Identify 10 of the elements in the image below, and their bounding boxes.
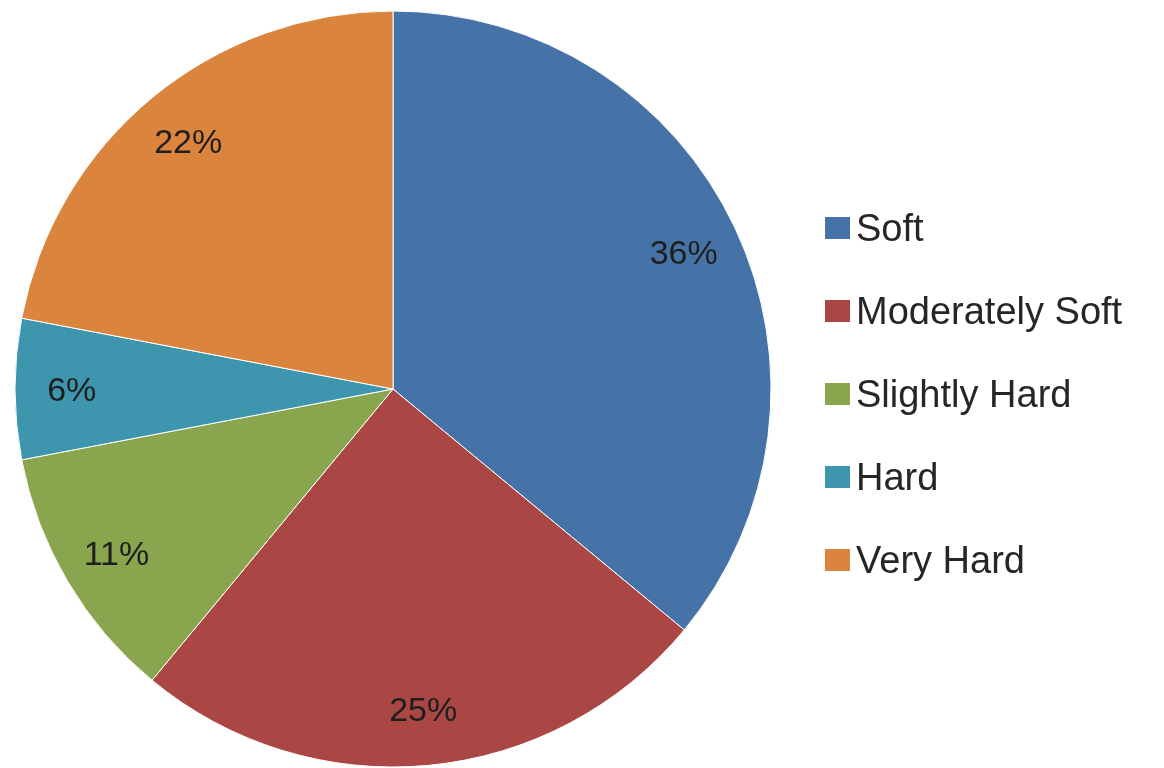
legend-label: Slightly Hard bbox=[856, 373, 1072, 415]
data-label: 36% bbox=[649, 233, 718, 272]
legend-label: Very Hard bbox=[856, 539, 1025, 581]
data-label: 6% bbox=[47, 370, 97, 408]
data-label: 22% bbox=[154, 122, 223, 161]
data-label: 11% bbox=[83, 533, 150, 572]
data-label: 25% bbox=[389, 689, 458, 728]
legend-label: Hard bbox=[856, 456, 939, 498]
legend-label: Soft bbox=[856, 207, 925, 249]
legend-label: Moderately Soft bbox=[856, 290, 1123, 332]
